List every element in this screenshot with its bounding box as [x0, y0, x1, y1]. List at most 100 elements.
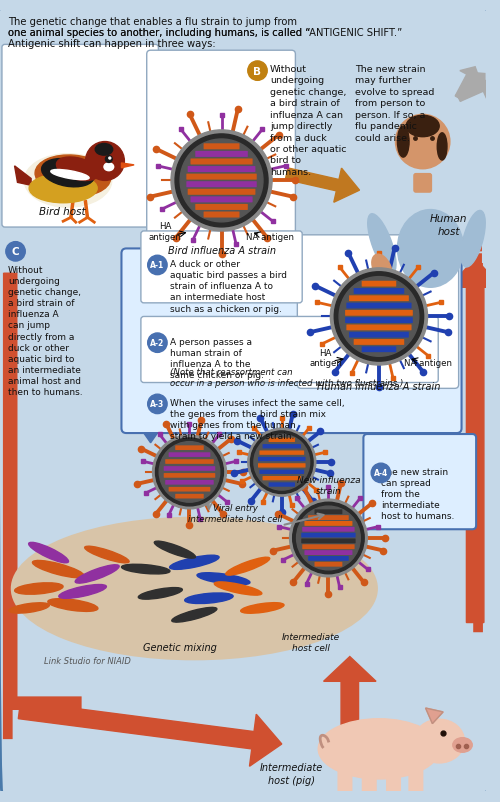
FancyBboxPatch shape: [338, 762, 351, 795]
FancyBboxPatch shape: [164, 473, 216, 478]
Polygon shape: [14, 167, 31, 186]
FancyBboxPatch shape: [349, 332, 409, 338]
Ellipse shape: [35, 156, 110, 197]
Text: Antigenic shift can happen in three ways:: Antigenic shift can happen in three ways…: [8, 38, 216, 48]
Text: A-1: A-1: [150, 261, 164, 270]
FancyBboxPatch shape: [122, 249, 462, 434]
Circle shape: [148, 395, 167, 414]
FancyBboxPatch shape: [468, 254, 482, 622]
Ellipse shape: [95, 144, 112, 156]
FancyBboxPatch shape: [165, 480, 214, 485]
Ellipse shape: [12, 518, 376, 659]
Text: The new strain
may further
evolve to spread
from person to
person. If so, a
flu : The new strain may further evolve to spr…: [354, 65, 434, 142]
FancyBboxPatch shape: [346, 303, 412, 309]
FancyBboxPatch shape: [354, 289, 404, 294]
Text: A-3: A-3: [150, 400, 164, 409]
FancyBboxPatch shape: [301, 539, 356, 544]
Text: Intermediate
host (pig): Intermediate host (pig): [260, 763, 323, 785]
FancyBboxPatch shape: [314, 562, 342, 567]
Text: Without
undergoing
genetic change,
a bird strain of
influenza A
can jump
directl: Without undergoing genetic change, a bir…: [8, 265, 83, 396]
Ellipse shape: [59, 585, 106, 598]
Circle shape: [334, 273, 424, 362]
FancyBboxPatch shape: [304, 521, 352, 526]
Text: one animal species to another, including humans, is called “ANTIGENIC SHIFT.”: one animal species to another, including…: [8, 28, 402, 38]
FancyBboxPatch shape: [302, 527, 354, 532]
FancyBboxPatch shape: [4, 696, 82, 710]
Polygon shape: [455, 67, 480, 100]
FancyBboxPatch shape: [268, 483, 295, 487]
Circle shape: [339, 277, 419, 357]
Ellipse shape: [104, 164, 114, 172]
Text: Viral entry
intermediate host cell: Viral entry intermediate host cell: [188, 504, 282, 524]
FancyBboxPatch shape: [186, 182, 256, 188]
FancyBboxPatch shape: [362, 282, 396, 287]
FancyBboxPatch shape: [362, 762, 376, 795]
FancyBboxPatch shape: [188, 167, 256, 173]
FancyBboxPatch shape: [260, 451, 304, 456]
FancyBboxPatch shape: [345, 310, 413, 316]
Text: HA
antigen: HA antigen: [148, 222, 182, 241]
Ellipse shape: [14, 583, 63, 594]
FancyBboxPatch shape: [164, 467, 216, 472]
Ellipse shape: [414, 719, 465, 763]
FancyBboxPatch shape: [301, 533, 356, 538]
Ellipse shape: [240, 603, 284, 614]
Circle shape: [248, 428, 316, 496]
Circle shape: [290, 500, 368, 577]
Circle shape: [148, 256, 167, 275]
Text: C: C: [12, 247, 20, 257]
FancyBboxPatch shape: [188, 189, 256, 196]
FancyBboxPatch shape: [298, 236, 458, 389]
Ellipse shape: [453, 738, 472, 752]
Circle shape: [254, 435, 310, 491]
Ellipse shape: [122, 565, 170, 574]
Polygon shape: [122, 164, 134, 168]
Circle shape: [248, 62, 267, 81]
Ellipse shape: [368, 214, 396, 274]
Ellipse shape: [29, 174, 97, 204]
FancyBboxPatch shape: [362, 347, 396, 353]
Text: Bird host: Bird host: [39, 207, 86, 217]
Text: A duck or other
aquatic bird passes a bird
strain of influenza A to
an intermedi: A duck or other aquatic bird passes a bi…: [170, 260, 287, 313]
Text: Bird influenza A strain: Bird influenza A strain: [168, 246, 276, 256]
FancyBboxPatch shape: [354, 339, 404, 346]
Ellipse shape: [84, 546, 129, 563]
FancyBboxPatch shape: [268, 438, 295, 443]
FancyBboxPatch shape: [196, 205, 248, 211]
FancyBboxPatch shape: [349, 296, 409, 302]
FancyBboxPatch shape: [168, 452, 210, 457]
Ellipse shape: [372, 255, 392, 282]
Ellipse shape: [398, 210, 464, 288]
Ellipse shape: [75, 565, 119, 583]
Ellipse shape: [406, 116, 439, 137]
FancyBboxPatch shape: [364, 435, 476, 529]
FancyBboxPatch shape: [346, 325, 412, 331]
FancyBboxPatch shape: [314, 510, 342, 515]
Ellipse shape: [438, 134, 447, 161]
Text: Genetic mixing: Genetic mixing: [143, 642, 216, 652]
FancyBboxPatch shape: [409, 762, 422, 795]
Ellipse shape: [214, 582, 262, 595]
FancyBboxPatch shape: [304, 550, 352, 555]
FancyBboxPatch shape: [141, 317, 438, 383]
Text: Link Studio for NIAID: Link Studio for NIAID: [44, 657, 131, 666]
FancyBboxPatch shape: [186, 174, 256, 180]
FancyBboxPatch shape: [262, 444, 301, 449]
FancyBboxPatch shape: [302, 545, 354, 549]
Text: B: B: [254, 67, 262, 76]
Polygon shape: [18, 702, 282, 766]
Ellipse shape: [197, 573, 250, 585]
Ellipse shape: [28, 543, 68, 563]
FancyBboxPatch shape: [473, 264, 483, 633]
Ellipse shape: [51, 170, 89, 180]
Ellipse shape: [42, 160, 94, 188]
Ellipse shape: [318, 719, 440, 779]
FancyBboxPatch shape: [204, 144, 240, 150]
Text: (Note that reassortment can
occur in a person who is infected with two flu strai: (Note that reassortment can occur in a p…: [170, 367, 404, 387]
FancyBboxPatch shape: [345, 318, 413, 323]
FancyBboxPatch shape: [168, 488, 210, 492]
Circle shape: [6, 242, 25, 261]
Polygon shape: [286, 168, 360, 203]
Circle shape: [152, 435, 226, 509]
Text: NA antigen: NA antigen: [246, 233, 294, 241]
